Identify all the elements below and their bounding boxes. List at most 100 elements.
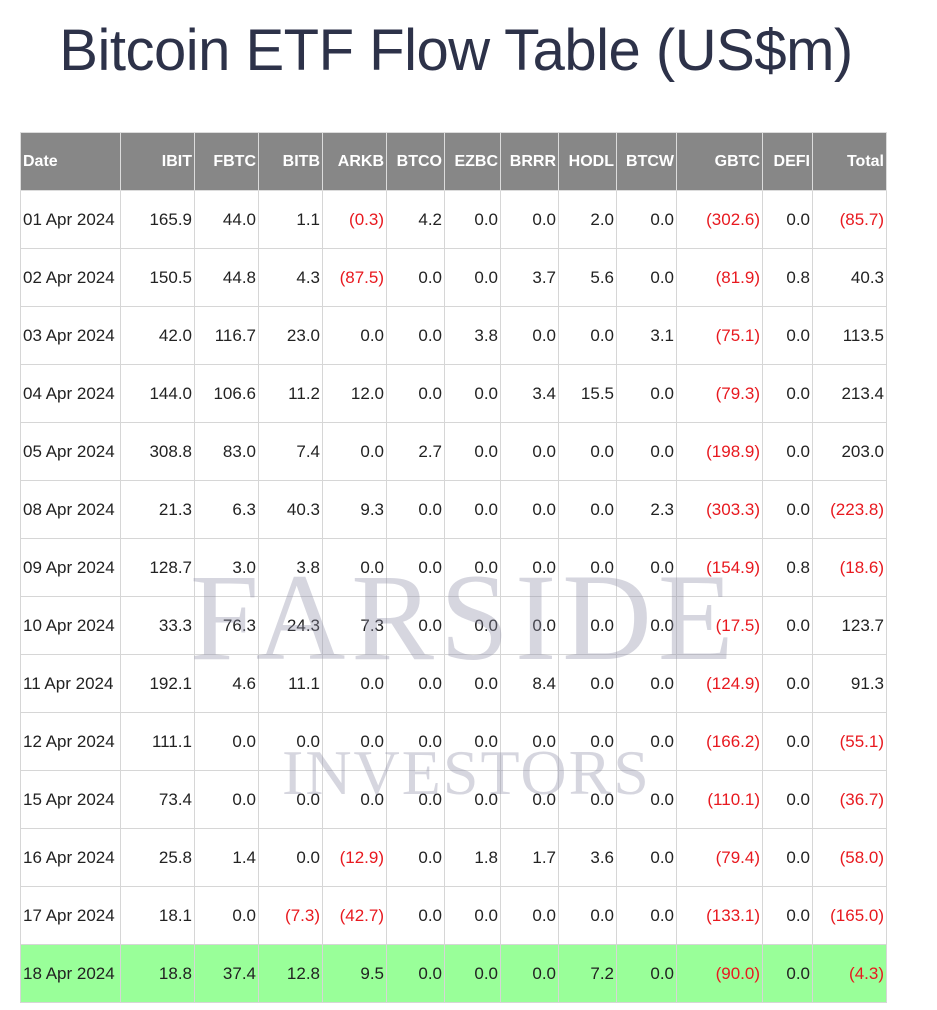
cell-ibit: 150.5 (120, 248, 195, 307)
cell-defi: 0.0 (762, 596, 813, 655)
cell-hodl: 0.0 (558, 538, 617, 597)
cell-brrr: 8.4 (500, 654, 559, 713)
cell-brrr: 0.0 (500, 422, 559, 481)
cell-arkb: 0.0 (322, 712, 387, 771)
table-row: 03 Apr 2024 42.0 116.7 23.0 0.0 0.0 3.8 0.0 0.0 3… (20, 306, 887, 365)
cell-ezbc: 0.0 (444, 364, 501, 423)
cell-bitb: 1.1 (258, 190, 323, 249)
cell-ezbc: 0.0 (444, 886, 501, 945)
cell-arkb: (12.9) (322, 828, 387, 887)
column-header-hodl: HODL (558, 132, 617, 191)
cell-ezbc: 0.0 (444, 944, 501, 1003)
page-title: Bitcoin ETF Flow Table (US$m) (59, 18, 853, 83)
cell-brrr: 0.0 (500, 596, 559, 655)
column-header-gbtc: GBTC (676, 132, 763, 191)
cell-arkb: (42.7) (322, 886, 387, 945)
cell-gbtc: (198.9) (676, 422, 763, 481)
cell-total: (223.8) (812, 480, 887, 539)
cell-ezbc: 0.0 (444, 538, 501, 597)
cell-ibit: 165.9 (120, 190, 195, 249)
cell-bitb: 0.0 (258, 828, 323, 887)
cell-total: 203.0 (812, 422, 887, 481)
table-body: 01 Apr 2024 165.9 44.0 1.1 (0.3) 4.2 0.0 0.0 2.0… (20, 190, 887, 1003)
row-date: 09 Apr 2024 (20, 538, 121, 597)
cell-bitb: 0.0 (258, 770, 323, 829)
cell-arkb: (87.5) (322, 248, 387, 307)
table-row: 09 Apr 2024 128.7 3.0 3.8 0.0 0.0 0.0 0.0 0.0 0.0… (20, 538, 887, 597)
cell-fbtc: 37.4 (194, 944, 259, 1003)
etf-flow-table: Date IBIT FBTC BITB ARKB BTCO EZBC BRRR HODL BTCW… (20, 132, 887, 1003)
column-header-brrr: BRRR (500, 132, 559, 191)
cell-hodl: 3.6 (558, 828, 617, 887)
cell-ibit: 18.1 (120, 886, 195, 945)
cell-total: (165.0) (812, 886, 887, 945)
cell-brrr: 3.7 (500, 248, 559, 307)
cell-ezbc: 0.0 (444, 596, 501, 655)
cell-ibit: 308.8 (120, 422, 195, 481)
cell-total: (85.7) (812, 190, 887, 249)
row-date: 15 Apr 2024 (20, 770, 121, 829)
cell-arkb: (0.3) (322, 190, 387, 249)
cell-hodl: 0.0 (558, 770, 617, 829)
row-date: 10 Apr 2024 (20, 596, 121, 655)
column-header-date: Date (20, 132, 121, 191)
cell-brrr: 0.0 (500, 770, 559, 829)
column-header-ibit: IBIT (120, 132, 195, 191)
cell-gbtc: (154.9) (676, 538, 763, 597)
cell-brrr: 0.0 (500, 190, 559, 249)
cell-fbtc: 1.4 (194, 828, 259, 887)
cell-btco: 0.0 (386, 828, 445, 887)
table-row: 15 Apr 2024 73.4 0.0 0.0 0.0 0.0 0.0 0.0 0.0 0.0(… (20, 770, 887, 829)
cell-hodl: 7.2 (558, 944, 617, 1003)
cell-btco: 0.0 (386, 306, 445, 365)
column-header-btco: BTCO (386, 132, 445, 191)
table-row: 10 Apr 2024 33.3 76.3 24.3 7.3 0.0 0.0 0.0 0.0 0.… (20, 596, 887, 655)
cell-gbtc: (166.2) (676, 712, 763, 771)
cell-btcw: 0.0 (616, 886, 677, 945)
row-date: 16 Apr 2024 (20, 828, 121, 887)
cell-brrr: 0.0 (500, 480, 559, 539)
cell-fbtc: 76.3 (194, 596, 259, 655)
cell-defi: 0.0 (762, 480, 813, 539)
cell-fbtc: 44.0 (194, 190, 259, 249)
cell-defi: 0.8 (762, 248, 813, 307)
cell-arkb: 9.5 (322, 944, 387, 1003)
row-date: 02 Apr 2024 (20, 248, 121, 307)
cell-btcw: 2.3 (616, 480, 677, 539)
column-header-ezbc: EZBC (444, 132, 501, 191)
cell-btco: 0.0 (386, 770, 445, 829)
cell-arkb: 0.0 (322, 538, 387, 597)
cell-btco: 0.0 (386, 886, 445, 945)
cell-defi: 0.0 (762, 190, 813, 249)
cell-btco: 0.0 (386, 248, 445, 307)
cell-total: (55.1) (812, 712, 887, 771)
cell-defi: 0.0 (762, 364, 813, 423)
cell-hodl: 0.0 (558, 596, 617, 655)
row-date: 01 Apr 2024 (20, 190, 121, 249)
cell-btcw: 0.0 (616, 422, 677, 481)
cell-arkb: 7.3 (322, 596, 387, 655)
cell-hodl: 2.0 (558, 190, 617, 249)
column-header-bitb: BITB (258, 132, 323, 191)
cell-gbtc: (79.3) (676, 364, 763, 423)
cell-btco: 4.2 (386, 190, 445, 249)
table-row: 01 Apr 2024 165.9 44.0 1.1 (0.3) 4.2 0.0 0.0 2.0… (20, 190, 887, 249)
cell-fbtc: 116.7 (194, 306, 259, 365)
cell-total: 123.7 (812, 596, 887, 655)
cell-defi: 0.0 (762, 944, 813, 1003)
cell-bitb: 0.0 (258, 712, 323, 771)
cell-gbtc: (79.4) (676, 828, 763, 887)
table-row: 04 Apr 2024 144.0 106.6 11.2 12.0 0.0 0.0 3.4 15… (20, 364, 887, 423)
cell-btco: 0.0 (386, 712, 445, 771)
cell-defi: 0.8 (762, 538, 813, 597)
row-date: 03 Apr 2024 (20, 306, 121, 365)
cell-hodl: 0.0 (558, 654, 617, 713)
cell-hodl: 0.0 (558, 480, 617, 539)
cell-btcw: 0.0 (616, 654, 677, 713)
cell-hodl: 0.0 (558, 306, 617, 365)
cell-bitb: 11.1 (258, 654, 323, 713)
cell-btcw: 0.0 (616, 190, 677, 249)
cell-fbtc: 3.0 (194, 538, 259, 597)
cell-arkb: 0.0 (322, 422, 387, 481)
cell-ezbc: 0.0 (444, 712, 501, 771)
